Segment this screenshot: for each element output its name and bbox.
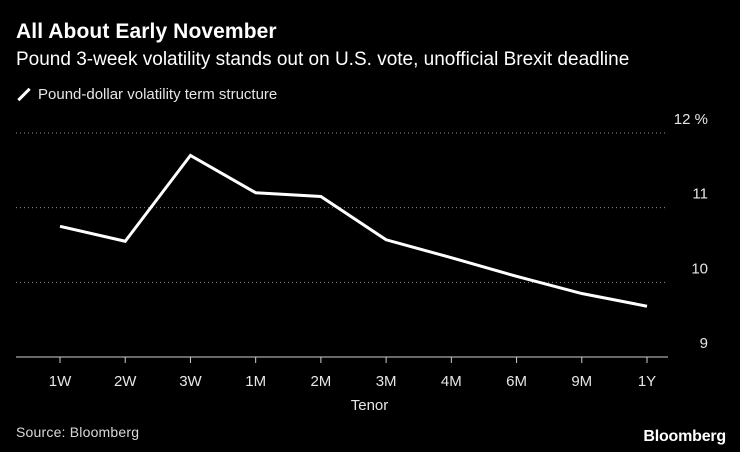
chart-subtitle: Pound 3-week volatility stands out on U.… (16, 49, 630, 70)
x-tick-label: 1W (49, 373, 72, 390)
x-tick-label: 3W (179, 373, 202, 390)
y-tick-label: 12 % (674, 111, 708, 128)
source-note: Source: Bloomberg (16, 424, 140, 440)
x-tick-label: 1M (245, 373, 266, 390)
y-tick-label: 9 (700, 335, 708, 352)
x-tick-label: 6M (506, 373, 527, 390)
y-tick-label: 10 (691, 260, 708, 277)
bloomberg-logo: Bloomberg (643, 428, 726, 445)
x-axis-title: Tenor (351, 397, 389, 414)
x-tick-label: 2W (114, 373, 137, 390)
legend-label: Pound-dollar volatility term structure (38, 86, 278, 103)
x-tick-label: 9M (571, 373, 592, 390)
y-tick-label: 11 (692, 186, 708, 203)
x-tick-label: 3M (376, 373, 397, 390)
x-tick-label: 4M (441, 373, 462, 390)
chart-title: All About Early November (16, 20, 277, 43)
legend: Pound-dollar volatility term structure (16, 86, 277, 103)
x-tick-label: 1Y (638, 373, 656, 390)
series-line (59, 153, 648, 308)
x-tick-label: 2M (310, 373, 331, 390)
